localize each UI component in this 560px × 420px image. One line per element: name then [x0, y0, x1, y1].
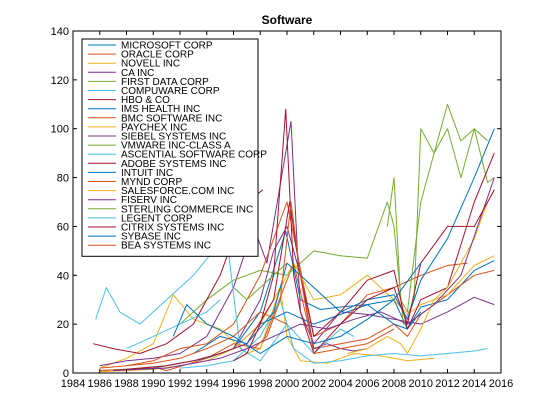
x-tick-label: 1990 — [141, 378, 165, 390]
legend-label: CITRIX SYSTEMS INC — [121, 223, 224, 234]
x-tick-label: 2002 — [302, 378, 326, 390]
legend-label: IMS HEALTH INC — [121, 104, 200, 115]
series-line-22 — [253, 201, 395, 354]
series-line-19 — [126, 299, 221, 350]
legend-label: MICROSOFT CORP — [121, 41, 213, 52]
x-tick-label: 2012 — [435, 378, 459, 390]
x-tick-label: 2004 — [328, 378, 352, 390]
x-axis: 1984 1986 1988 1990 1992 1994 1996 1998 2000 2002… — [61, 31, 513, 390]
legend-label: FIRST DATA CORP — [121, 77, 209, 88]
y-tick-label: 100 — [51, 124, 69, 136]
series-line-13 — [113, 152, 495, 372]
legend-label: NOVELL INC — [121, 59, 180, 70]
y-axis: 0 20 40 60 80 100 120 140 — [51, 26, 501, 380]
x-tick-label: 2008 — [382, 378, 406, 390]
legend-label: LEGENT CORP — [121, 213, 193, 224]
legend-label: STERLING COMMERCE INC — [121, 204, 253, 215]
legend-label: FISERV INC — [121, 195, 177, 206]
series-line-14 — [193, 128, 495, 354]
series-lines — [92, 103, 495, 373]
legend-label: PAYCHEX INC — [121, 122, 187, 133]
y-tick-label: 20 — [57, 319, 69, 331]
legend-label: COMPUWARE CORP — [121, 86, 220, 97]
legend-label: BMC SOFTWARE INC — [121, 113, 222, 124]
y-tick-label: 60 — [57, 221, 69, 233]
series-line-5 — [179, 299, 488, 369]
series-line-3 — [99, 120, 495, 367]
series-line-11 — [386, 128, 495, 313]
series-line-4 — [179, 103, 488, 325]
x-tick-label: 1998 — [248, 378, 272, 390]
y-tick-label: 120 — [51, 75, 69, 87]
y-tick-label: 140 — [51, 26, 69, 38]
y-tick-label: 80 — [57, 173, 69, 185]
series-line-15 — [99, 311, 288, 369]
y-tick-label: 0 — [63, 368, 69, 380]
legend-label: BEA SYSTEMS INC — [121, 241, 211, 252]
x-tick-label: 1984 — [61, 378, 85, 390]
legend-label: VMWARE INC-CLASS A — [121, 141, 231, 152]
legend-label: MYND CORP — [121, 177, 182, 188]
series-line-17 — [113, 177, 495, 372]
series-line-8 — [126, 201, 468, 367]
x-tick-label: 1986 — [88, 378, 112, 390]
legend-label: CA INC — [121, 68, 154, 79]
x-tick-label: 2010 — [409, 378, 433, 390]
x-tick-label: 2014 — [462, 378, 486, 390]
y-tick-label: 40 — [57, 270, 69, 282]
series-line-21 — [172, 262, 422, 354]
legend-label: SALESFORCE.COM INC — [121, 186, 234, 197]
x-tick-label: 1992 — [168, 378, 192, 390]
legend-label: SYBASE INC — [121, 232, 181, 243]
x-tick-label: 2006 — [355, 378, 379, 390]
legend-label: ADOBE SYSTEMS INC — [121, 159, 227, 170]
series-line-7 — [233, 304, 422, 349]
legend-label: INTUIT INC — [121, 168, 173, 179]
x-tick-label: 1988 — [114, 378, 138, 390]
legend-label: ORACLE CORP — [121, 50, 194, 61]
series-line-16 — [347, 189, 495, 354]
legend-label: SIEBEL SYSTEMS INC — [121, 132, 226, 143]
series-line-20 — [233, 108, 495, 362]
chart-title: Software — [262, 13, 313, 27]
legend-label: HBO & CO — [121, 95, 170, 106]
x-tick-label: 2016 — [489, 378, 513, 390]
legend-label: ASCENTIAL SOFTWARE CORP — [121, 150, 267, 161]
x-tick-label: 1994 — [195, 378, 219, 390]
x-tick-label: 2000 — [275, 378, 299, 390]
series-line-18 — [233, 262, 288, 301]
x-tick-label: 1996 — [221, 378, 245, 390]
legend-box — [81, 38, 259, 257]
